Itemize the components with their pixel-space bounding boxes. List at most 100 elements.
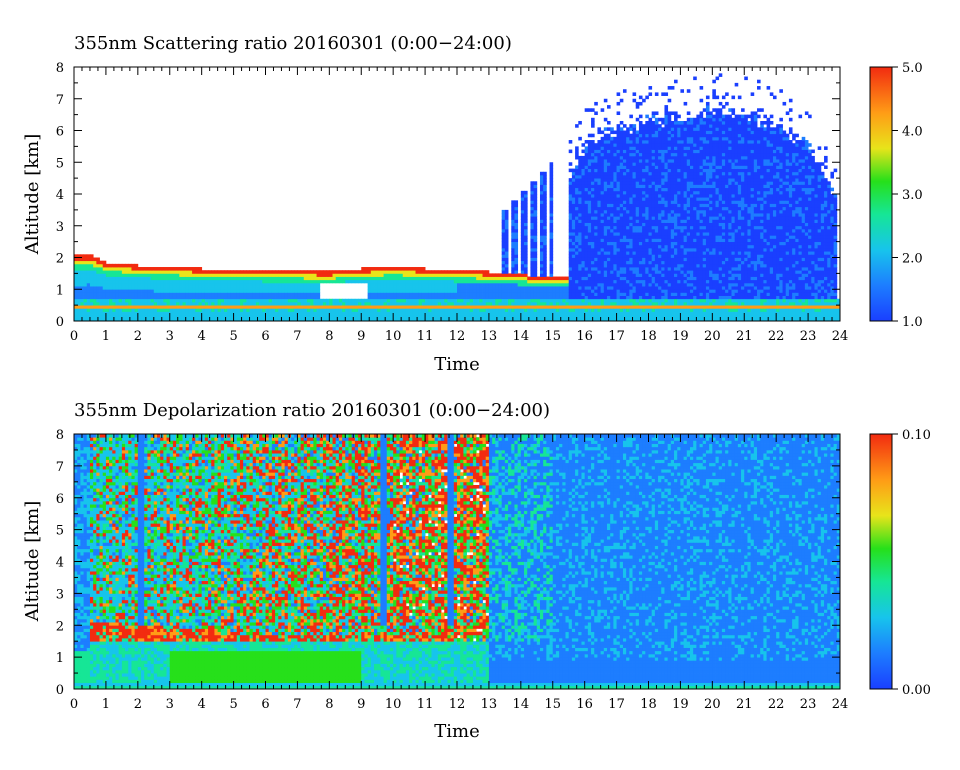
heatmap-cell: [287, 279, 292, 284]
heatmap-cell: [607, 270, 611, 274]
heatmap-cell: [578, 305, 582, 309]
heatmap-cell: [658, 200, 662, 204]
heatmap-cell: [389, 301, 394, 306]
heatmap-cell: [667, 263, 672, 268]
heatmap-cell: [568, 317, 573, 321]
heatmap-cell: [568, 311, 573, 316]
heatmap-cell: [476, 292, 480, 296]
heatmap-cell: [300, 298, 305, 303]
heatmap-cell: [664, 127, 669, 131]
heatmap-cell: [607, 181, 611, 185]
heatmap-cell: [654, 209, 659, 214]
heatmap-cell: [105, 298, 110, 303]
heatmap-cell: [648, 140, 653, 144]
heatmap-cell: [230, 305, 234, 309]
heatmap-cell: [670, 178, 675, 182]
heatmap-cell: [131, 301, 136, 306]
heatmap-cell: [584, 174, 589, 179]
heatmap-cell: [319, 276, 324, 281]
heatmap-cell: [96, 279, 100, 284]
heatmap-cell: [645, 120, 649, 125]
heatmap-cell: [587, 279, 592, 284]
heatmap-cell: [677, 254, 681, 258]
heatmap-cell: [674, 311, 678, 316]
heatmap-cell: [677, 295, 681, 300]
heatmap-cell: [578, 244, 582, 249]
heatmap-cell: [441, 308, 445, 312]
heatmap-cell: [224, 279, 228, 284]
heatmap-cell: [629, 305, 633, 309]
heatmap-cell: [648, 314, 653, 319]
heatmap-cell: [195, 286, 199, 290]
heatmap-cell: [619, 286, 624, 290]
heatmap-cell: [99, 301, 104, 306]
heatmap-cell: [613, 251, 617, 255]
heatmap-cell: [597, 228, 602, 233]
heatmap-cell: [661, 178, 665, 182]
heatmap-cell: [648, 92, 653, 96]
heatmap-cell: [303, 279, 308, 284]
scattering-ratio-panel: 355nm Scattering ratio 20160301 (0:00−24…: [22, 33, 923, 375]
heatmap-cell: [651, 267, 656, 271]
heatmap-cell: [642, 203, 646, 208]
heatmap-cell: [616, 101, 621, 106]
heatmap-cell: [536, 276, 541, 281]
heatmap-cell: [632, 289, 637, 293]
heatmap-cell: [188, 279, 193, 284]
heatmap-cell: [607, 260, 611, 265]
heatmap-cell: [584, 270, 589, 274]
heatmap-cell: [638, 127, 643, 131]
heatmap-cell: [472, 298, 477, 303]
heatmap-cell: [166, 311, 171, 316]
heatmap-cell: [160, 270, 164, 274]
heatmap-cell: [501, 235, 506, 239]
heatmap-cell: [313, 298, 317, 303]
heatmap-cell: [594, 228, 598, 233]
heatmap-cell: [568, 298, 573, 303]
heatmap-cell: [680, 194, 685, 198]
heatmap-cell: [137, 305, 142, 309]
heatmap-cell: [287, 308, 292, 312]
heatmap-cell: [310, 311, 314, 316]
heatmap-cell: [619, 238, 624, 243]
heatmap-cell: [501, 286, 506, 290]
heatmap-cell: [667, 194, 672, 198]
heatmap-cell: [664, 254, 669, 258]
heatmap-cell: [664, 197, 669, 201]
heatmap-cell: [409, 305, 413, 309]
heatmap-cell: [680, 305, 685, 309]
heatmap-cell: [635, 146, 640, 150]
heatmap-cell: [498, 295, 503, 300]
heatmap-cell: [326, 276, 330, 281]
heatmap-cell: [632, 209, 637, 214]
heatmap-cell: [549, 187, 554, 192]
heatmap-cell: [677, 279, 681, 284]
heatmap-cell: [501, 279, 506, 284]
heatmap-cell: [635, 292, 640, 296]
heatmap-cell: [412, 295, 416, 300]
heatmap-cell: [642, 286, 646, 290]
heatmap-cell: [380, 282, 384, 287]
heatmap-cell: [610, 127, 614, 131]
heatmap-cell: [622, 254, 627, 258]
heatmap-cell: [654, 92, 659, 96]
heatmap-cell: [658, 298, 662, 303]
heatmap-cell: [594, 143, 598, 147]
heatmap-cell: [575, 263, 579, 268]
heatmap-cell: [600, 222, 605, 227]
heatmap-cell: [670, 206, 675, 211]
heatmap-cell: [533, 273, 538, 277]
heatmap-cell: [179, 286, 183, 290]
heatmap-cell: [524, 228, 528, 233]
heatmap-cell: [434, 305, 439, 309]
heatmap-cell: [361, 270, 365, 274]
heatmap-cell: [287, 273, 292, 277]
heatmap-cell: [105, 289, 110, 293]
heatmap-cell: [275, 305, 279, 309]
heatmap-cell: [80, 263, 84, 268]
heatmap-cell: [613, 222, 617, 227]
heatmap-cell: [539, 174, 544, 179]
heatmap-cell: [670, 155, 675, 160]
heatmap-cell: [667, 209, 672, 214]
heatmap-cell: [568, 295, 573, 300]
